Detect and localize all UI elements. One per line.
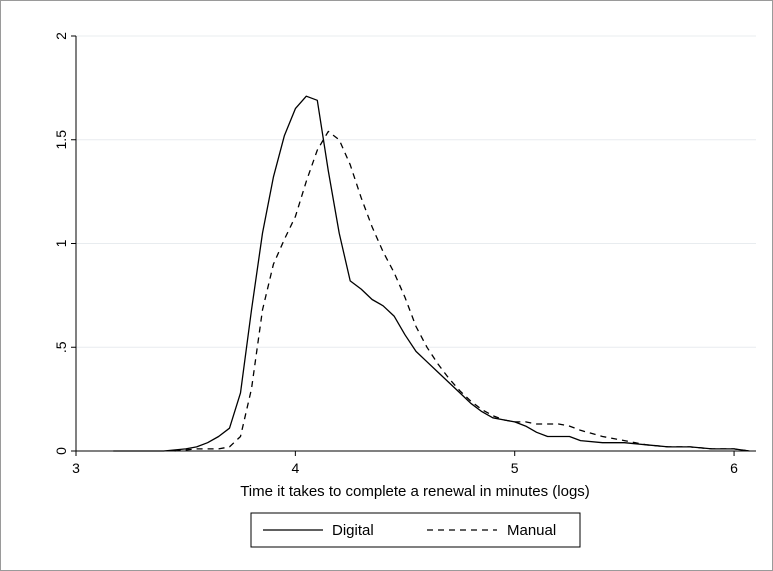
y-tick-label-0: 0 <box>53 447 69 455</box>
axes: 0 .5 1 1.5 2 3 4 5 6 <box>53 32 756 476</box>
y-tick-label-2: 1 <box>53 239 69 247</box>
y-tick-label-3: 1.5 <box>53 130 69 150</box>
legend-label-digital: Digital <box>332 522 374 539</box>
y-tick-label-4: 2 <box>53 32 69 40</box>
x-tick-label-2: 5 <box>511 460 519 476</box>
series-line-manual <box>174 130 750 452</box>
legend: Digital Manual <box>250 512 581 548</box>
legend-label-manual: Manual <box>507 522 556 539</box>
series-lines <box>113 95 750 452</box>
y-tick-label-1: .5 <box>53 341 69 353</box>
x-axis-title: Time it takes to complete a renewal in m… <box>240 483 590 500</box>
series-line-digital <box>113 95 750 452</box>
gridlines <box>76 35 756 348</box>
x-tick-label-1: 4 <box>291 460 299 476</box>
x-tick-label-0: 3 <box>72 460 80 476</box>
x-tick-label-3: 6 <box>730 460 738 476</box>
